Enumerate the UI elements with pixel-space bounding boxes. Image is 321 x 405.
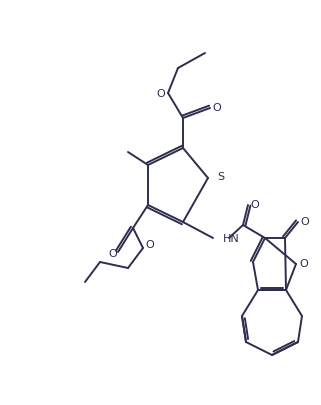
Text: O: O (251, 200, 259, 210)
Text: O: O (157, 89, 165, 99)
Text: O: O (108, 249, 117, 259)
Text: O: O (213, 103, 221, 113)
Text: HN: HN (223, 234, 240, 244)
Text: O: O (146, 240, 154, 250)
Text: O: O (301, 217, 309, 227)
Text: S: S (217, 172, 224, 182)
Text: O: O (299, 259, 308, 269)
